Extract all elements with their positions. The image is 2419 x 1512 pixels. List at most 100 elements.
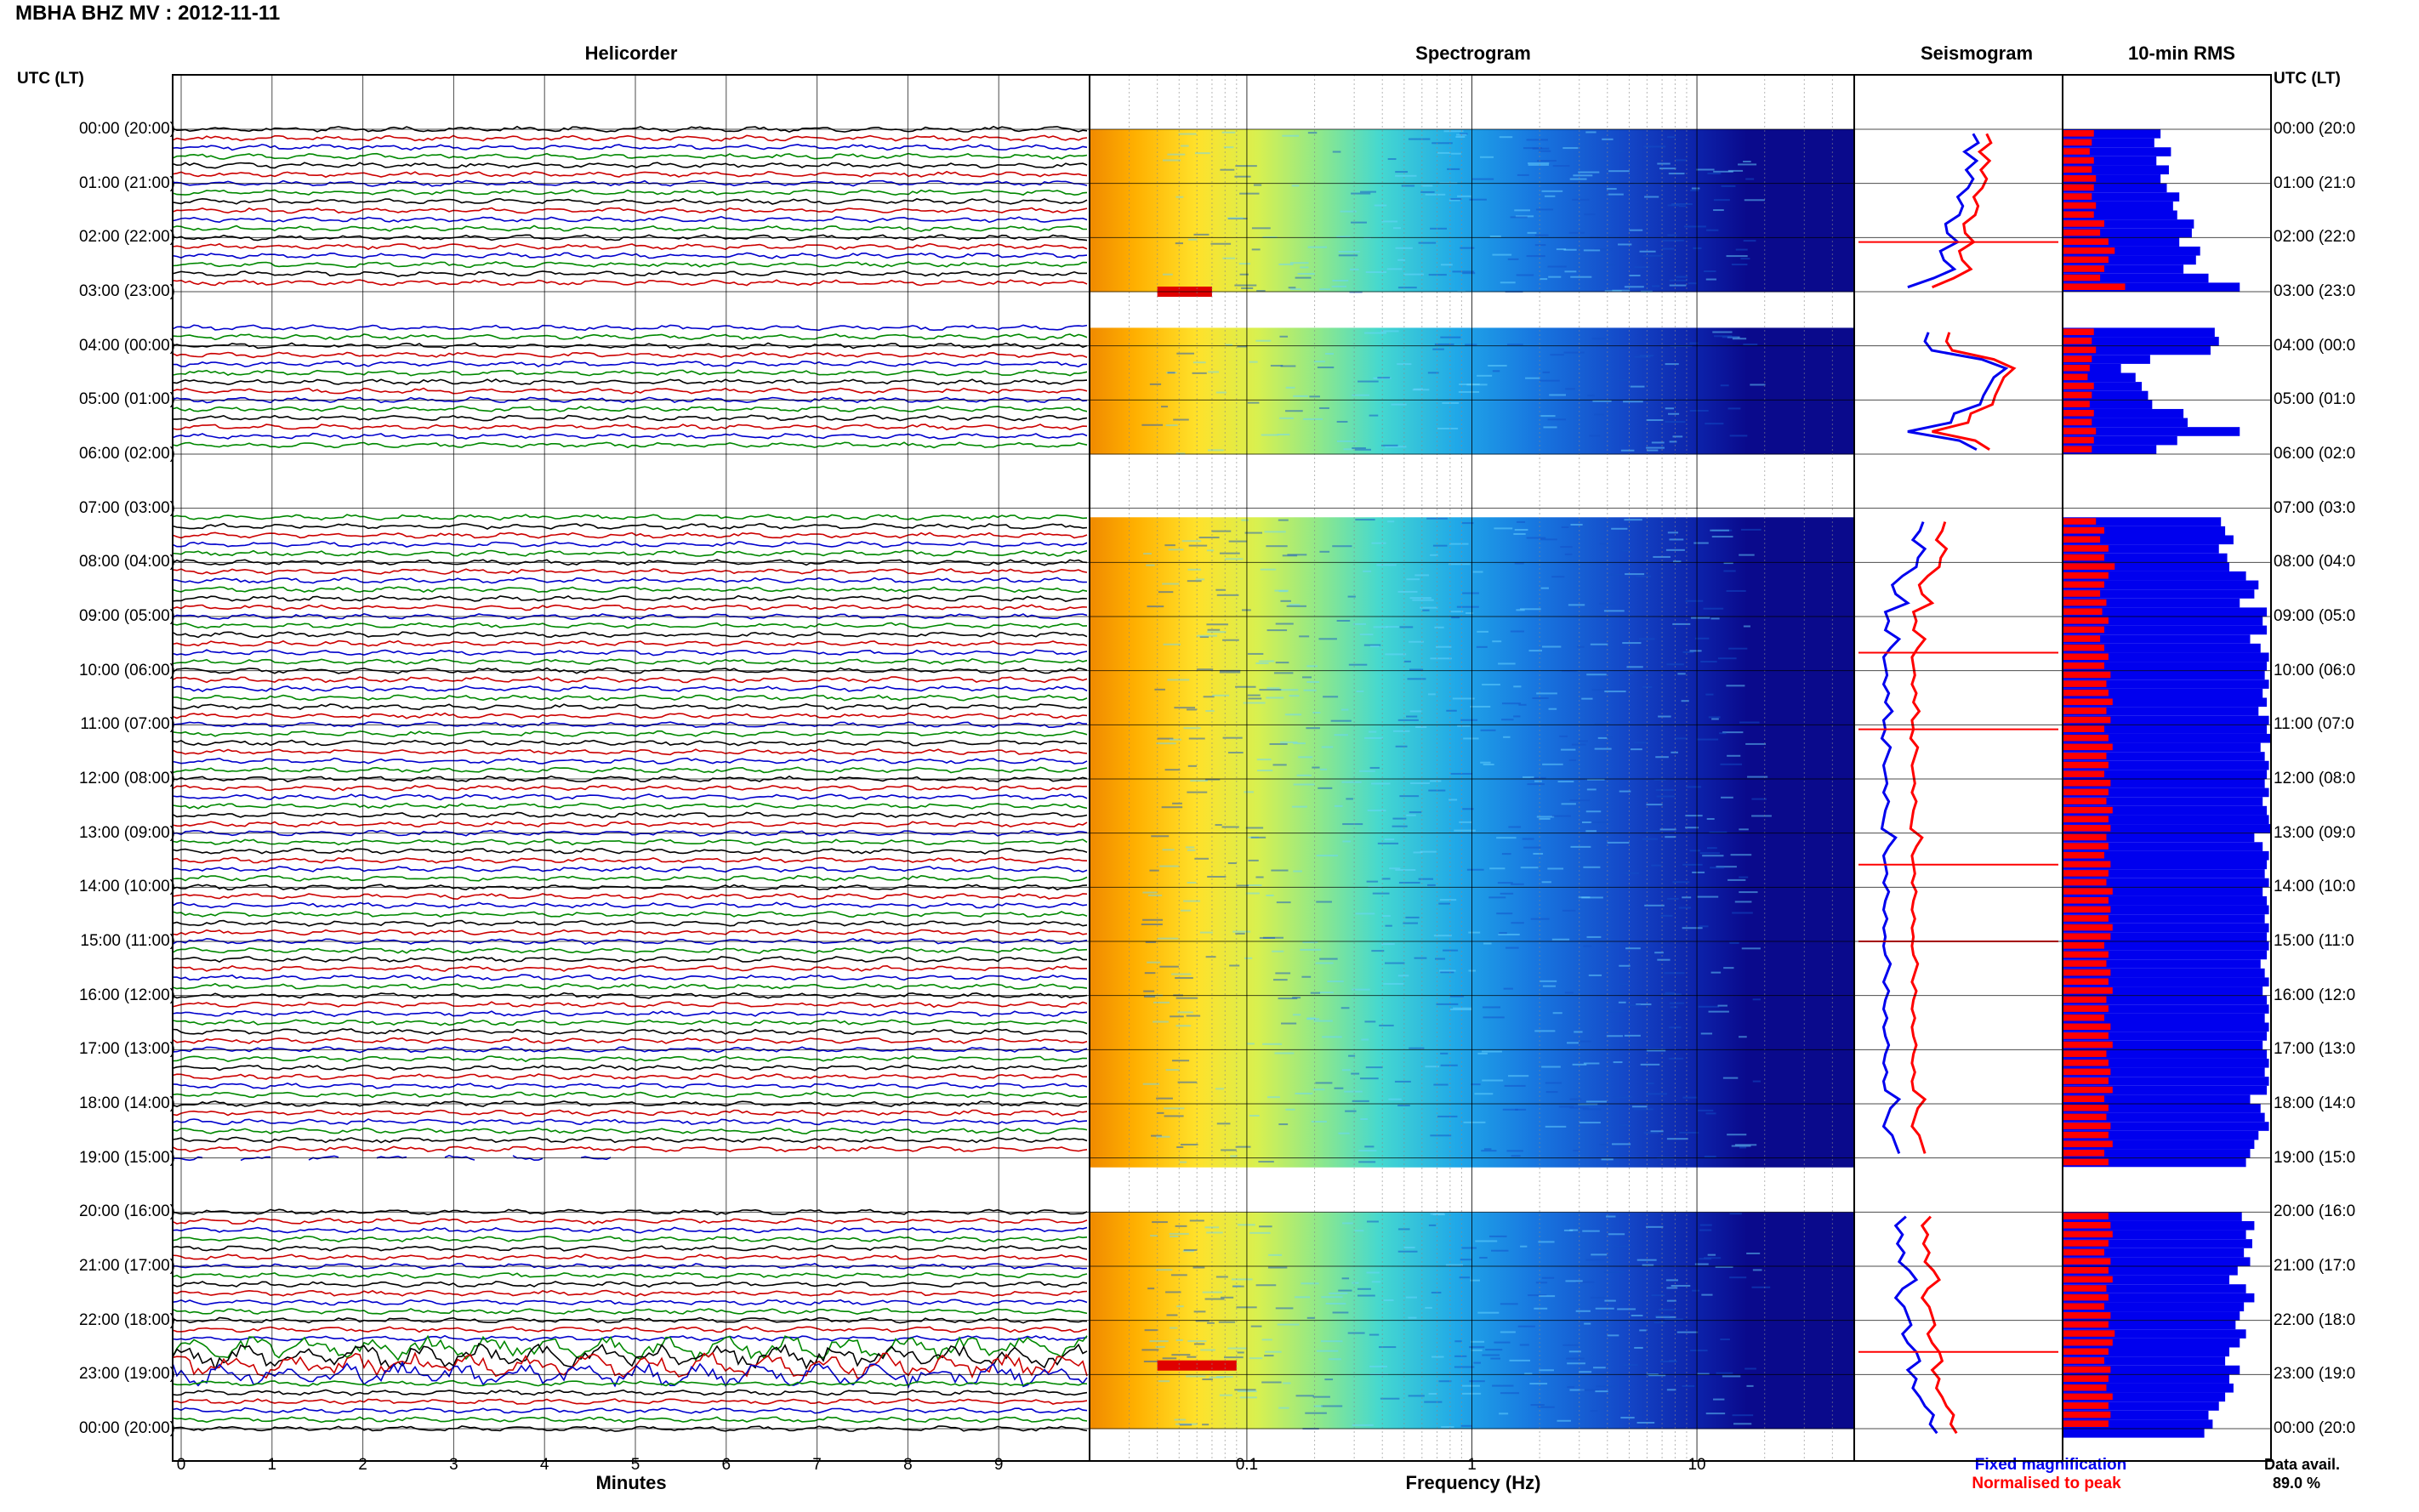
helicorder-trace: [172, 866, 1088, 873]
page-title: MBHA BHZ MV : 2012-11-11: [15, 2, 281, 25]
spectrogram-speckle: [1644, 196, 1659, 198]
spectrogram-speckle: [1548, 276, 1562, 278]
rms-bar-normalised: [2063, 1357, 2104, 1364]
spectrogram-speckle: [1270, 365, 1283, 367]
spectrogram-speckle: [1196, 634, 1217, 637]
spectrogram-speckle: [1275, 972, 1291, 975]
spectrogram-speckle: [1340, 1007, 1350, 1009]
spectrogram-speckle: [1395, 745, 1408, 747]
rms-bar-fixed: [2063, 345, 2211, 355]
spectrogram-speckle: [1452, 697, 1475, 700]
rms-bar-fixed: [2063, 824, 2271, 833]
rms-bar-fixed: [2063, 797, 2263, 806]
spectrogram-speckle: [1662, 239, 1684, 242]
spectrogram-speckle: [1624, 286, 1644, 288]
spectrogram-speckle: [1369, 766, 1380, 769]
time-label-right: 09:00 (05:0: [2274, 607, 2356, 625]
spectrogram-speckle: [1247, 694, 1261, 696]
spectrogram-speckle: [1470, 706, 1491, 708]
spectrogram-speckle: [1738, 163, 1757, 166]
rms-bar-fixed: [2063, 1112, 2265, 1123]
spectrogram-speckle: [1682, 651, 1694, 653]
helicorder-trace: [172, 577, 1088, 584]
rms-bar-fixed: [2063, 201, 2173, 211]
spectrogram-speckle: [1244, 791, 1254, 793]
panel-border: [172, 74, 1090, 1462]
rms-bar-normalised: [2063, 644, 2104, 651]
helicorder-trace: [173, 414, 1088, 422]
spectrogram-speckle: [1542, 763, 1563, 765]
spectrogram-speckle: [1208, 449, 1224, 452]
helicorder-trace: [172, 821, 1088, 828]
helicorder-trace: [172, 514, 1088, 521]
spectrogram-speckle: [1193, 1310, 1206, 1313]
spectrogram-speckle: [1479, 156, 1494, 158]
spectrogram-speckle: [1569, 1098, 1582, 1100]
spectrogram-speckle: [1266, 696, 1284, 699]
spectrogram-speckle: [1266, 545, 1288, 548]
rms-bar-normalised: [2063, 761, 2109, 769]
spectrogram-speckle: [1289, 604, 1301, 606]
spectrogram-speckle: [1296, 774, 1312, 776]
spectrogram-speckle: [1461, 522, 1474, 525]
helicorder-trace: [172, 559, 1088, 566]
spectrogram-speckle: [1395, 247, 1413, 249]
spectrogram-speckle: [1205, 778, 1221, 781]
rms-bar-normalised: [2063, 355, 2092, 362]
spectrogram-speckle: [1578, 171, 1600, 173]
spectrogram-speckle: [1162, 159, 1181, 162]
spectrogram-speckle: [1179, 1161, 1187, 1163]
rms-bar-fixed: [2063, 1311, 2240, 1321]
spectrogram-speckle: [1665, 407, 1675, 410]
spectrogram-speckle: [1568, 759, 1577, 761]
time-label-right: 23:00 (19:0: [2274, 1365, 2356, 1384]
spectrogram-speckle: [1342, 823, 1363, 826]
spectrogram-speckle: [1561, 803, 1576, 805]
spectrogram-speckle: [1629, 229, 1643, 231]
spectrogram-speckle: [1157, 737, 1174, 740]
spectrogram-speckle: [1218, 1321, 1236, 1323]
spectrogram-speckle: [1245, 827, 1264, 829]
spectrogram-speckle: [1247, 652, 1264, 655]
spectrogram-speckle: [1285, 386, 1295, 389]
spectrogram-speckle: [1215, 588, 1227, 591]
rms-bar-normalised: [2063, 418, 2092, 426]
rms-bar-normalised: [2063, 635, 2101, 642]
spectrogram-speckle: [1440, 971, 1454, 974]
spectrogram-speckle: [1216, 594, 1239, 596]
spectrogram-speckle: [1727, 1134, 1747, 1136]
spectrogram-speckle: [1608, 234, 1618, 236]
spectrogram-speckle: [1743, 160, 1751, 162]
helicorder-trace: [172, 541, 1088, 549]
rms-bar-normalised: [2063, 436, 2094, 444]
spectrogram-speckle: [1565, 1280, 1583, 1282]
spectrogram-speckle: [1439, 899, 1457, 901]
spectrogram-speckle: [1667, 234, 1677, 236]
spectrogram-speckle: [1309, 395, 1320, 398]
spectrogram-speckle: [1303, 689, 1317, 691]
time-label-right: 03:00 (23:0: [2274, 282, 2356, 300]
spectrogram-speckle: [1385, 924, 1392, 927]
spectrogram-speckle: [1144, 1329, 1158, 1332]
spectrogram-speckle: [1454, 1355, 1467, 1357]
spectrogram-speckle: [1449, 199, 1460, 202]
spectrogram-speckle: [1639, 1329, 1647, 1332]
helicorder-trace: [173, 1262, 1088, 1270]
spectrogram-speckle: [1584, 1322, 1591, 1325]
spectrogram-speckle: [1261, 434, 1278, 436]
spectrogram-speckle: [1340, 210, 1357, 213]
rms-bar-normalised: [2063, 924, 2113, 931]
plot-frame: [172, 74, 2272, 1462]
time-label-right: 22:00 (18:0: [2274, 1310, 2356, 1329]
spectrogram-speckle: [1642, 838, 1658, 840]
spectrogram-speckle: [1664, 1318, 1683, 1321]
spectrogram-speckle: [1667, 897, 1679, 900]
rms-bar-normalised: [2063, 825, 2111, 832]
spectrogram-speckle: [1336, 420, 1348, 423]
spectrogram-speckle: [1459, 383, 1480, 385]
spectrogram-speckle: [1364, 332, 1387, 334]
rms-bar-normalised: [2063, 1348, 2109, 1356]
spectrogram-speckle: [1622, 642, 1642, 645]
spectrogram-speckle: [1534, 1307, 1548, 1310]
spectrogram-speckle: [1595, 1307, 1614, 1310]
